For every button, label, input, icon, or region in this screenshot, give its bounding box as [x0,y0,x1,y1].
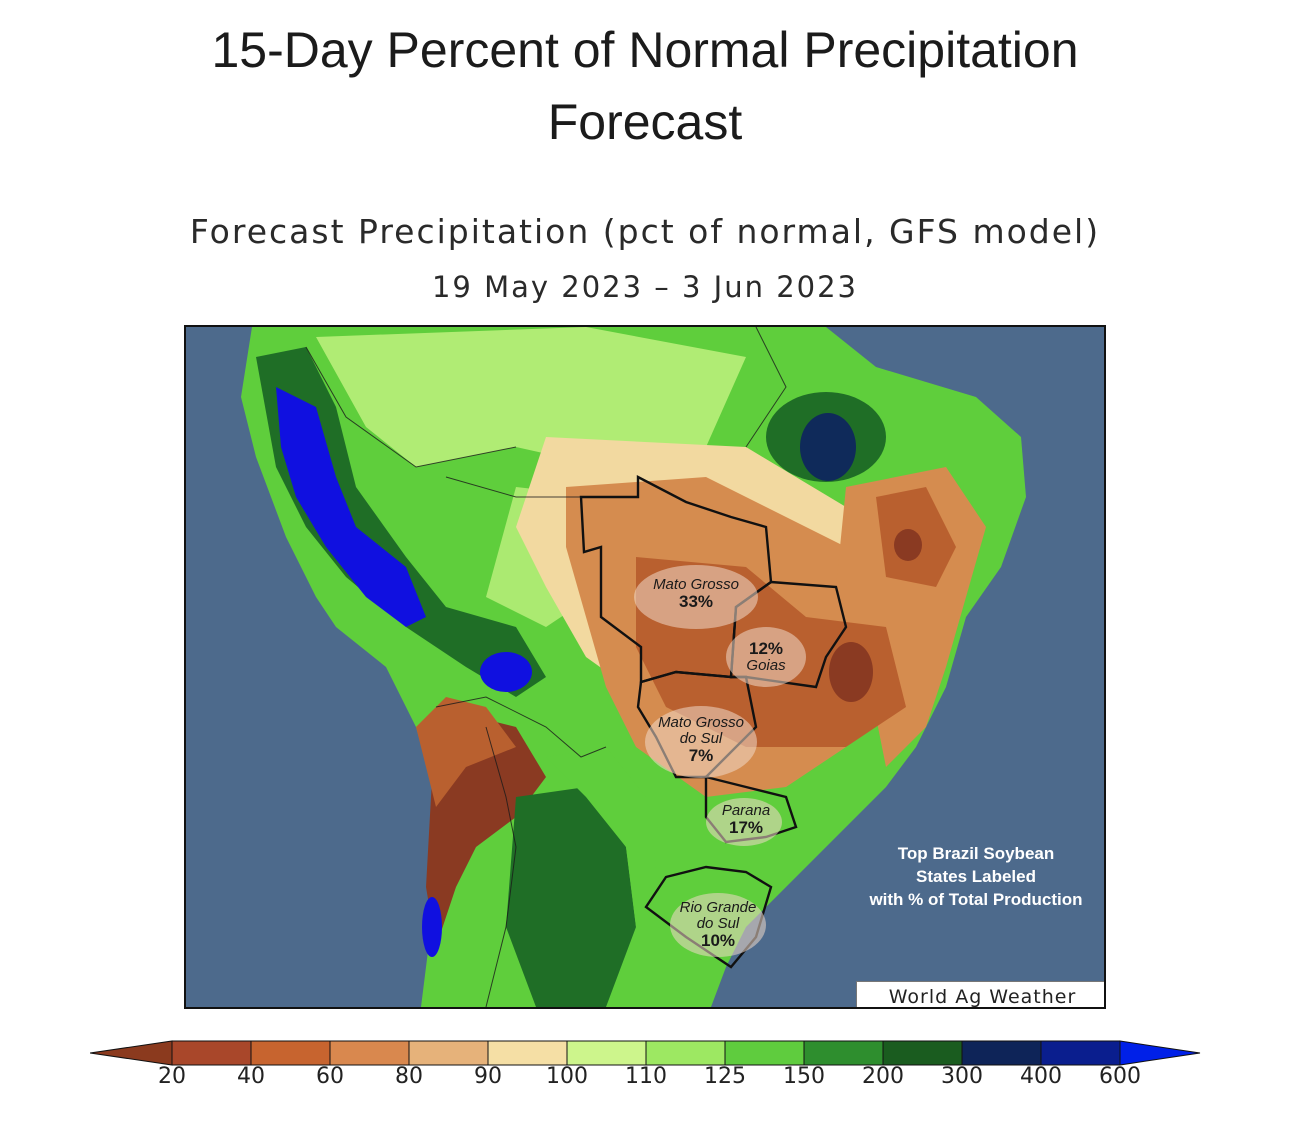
note-line2: States Labeled [916,867,1036,886]
colorbar-tick-label: 600 [1099,1064,1141,1089]
halo-mato-grosso-do-sul [645,706,757,778]
halo-goias [726,627,806,687]
colorbar-arrow-high [1119,1040,1201,1066]
state-name-line2: do Sul [679,730,723,748]
colorbar-segments [90,1040,1201,1066]
map-date-range: 19 May 2023 – 3 Jun 2023 [431,270,859,304]
colorbar-tick-label: 20 [158,1064,186,1089]
label-goias: 12% Goias [726,639,806,675]
colorbar-segment [171,1040,252,1066]
label-mato-grosso: Mato Grosso 33% [626,576,766,612]
state-name: Rio Grande [679,899,757,916]
state-share: 10% [700,931,736,951]
colorbar-segment [961,1040,1042,1066]
colorbar-segment [1040,1040,1121,1066]
map-title: Forecast Precipitation (pct of normal, G… [189,212,1101,251]
extreme-wet-spot-bolivia [480,652,532,692]
state-name-line2: do Sul [696,915,740,933]
halo-rio-grande-do-sul [670,893,766,957]
colorbar [90,1040,1201,1066]
state-name: Goias [746,657,786,675]
wet-zone-south [546,747,656,927]
light-wet-zone-north [316,327,746,467]
label-mato-grosso-do-sul: Mato Grosso do Sul 7% [631,714,771,766]
very-dry-spot-2 [894,529,922,561]
colorbar-tick-label: 60 [316,1064,344,1089]
very-dry-spot-1 [829,642,873,702]
label-parana: Parana 17% [696,802,796,838]
page-title: 15-Day Percent of Normal Precipitation F… [0,14,1290,158]
label-rio-grande-do-sul: Rio Grande do Sul 10% [656,899,780,951]
state-name: Mato Grosso [653,576,739,593]
state-share: 12% [748,639,784,658]
extreme-wet-spot-amazon-mouth [800,413,856,481]
state-share: 33% [678,592,714,612]
dry-band-west [416,697,516,807]
halo-parana [706,798,782,846]
very-wet-zone-andes [256,347,546,697]
note-line3: with % of Total Production [869,890,1083,909]
country-borders [305,327,787,1007]
colorbar-tick-label: 150 [783,1064,825,1089]
state-share: 7% [688,746,714,766]
extreme-wet-spot-chile [422,897,442,957]
extreme-wet-zone-andes [276,387,426,627]
colorbar-segment [566,1040,647,1066]
very-wet-zone-south [506,787,636,1007]
colorbar-tick-label: 110 [625,1064,667,1089]
state-name: Parana [721,802,771,819]
colorbar-tick-label: 80 [395,1064,423,1089]
colorbar-tick-label: 200 [862,1064,904,1089]
forecast-map: Mato Grosso 33% 12% Goias Mato Grosso do… [184,325,1106,1009]
colorbar-segment [329,1040,410,1066]
soybean-note: Top Brazil Soybean States Labeled with %… [826,842,1104,911]
border-goias [729,580,848,689]
colorbar-segment [408,1040,489,1066]
colorbar-segment [487,1040,568,1066]
colorbar-labels: 20 40 60 80 90 100 110 125 150 200 300 400 600 [0,1064,1290,1098]
colorbar-segment [882,1040,963,1066]
colorbar-tick-label: 125 [704,1064,746,1089]
page-title-line1: 15-Day Percent of Normal Precipitation [211,22,1079,78]
colorbar-tick-label: 90 [474,1064,502,1089]
state-name: Mato Grosso [658,714,744,731]
precipitation-map-graphic [186,327,1104,1007]
note-line1: Top Brazil Soybean [897,844,1055,863]
credit-label: World Ag Weather [856,981,1104,1007]
colorbar-tick-label: 40 [237,1064,265,1089]
colorbar-segment [803,1040,884,1066]
colorbar-segment [724,1040,805,1066]
colorbar-tick-label: 400 [1020,1064,1062,1089]
colorbar-segment [645,1040,726,1066]
halo-mato-grosso [634,565,758,629]
colorbar-tick-label: 300 [941,1064,983,1089]
state-share: 17% [728,818,764,838]
colorbar-tick-label: 100 [546,1064,588,1089]
page-title-line2: Forecast [547,94,743,150]
colorbar-segment [250,1040,331,1066]
colorbar-arrow-low [90,1040,173,1066]
